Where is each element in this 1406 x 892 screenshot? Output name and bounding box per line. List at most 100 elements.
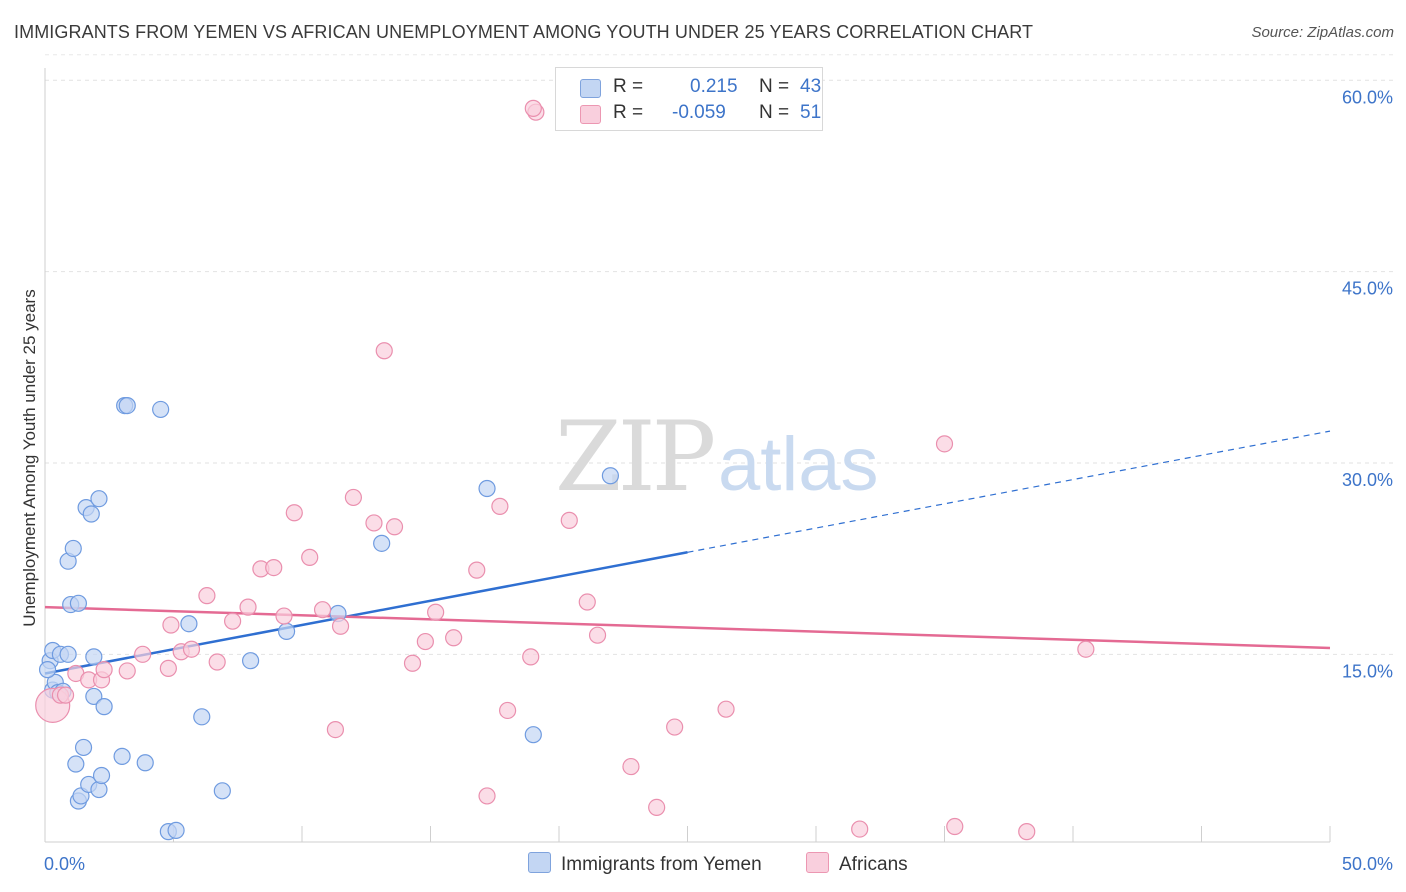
africans-point [851,820,869,838]
label-layer: 15.0% 30.0% 45.0% 60.0% 0.0% 50.0% [44,87,1393,874]
africans-point [313,601,332,619]
bottom-legend-swatch-yemen [528,852,551,873]
yemen-point [74,738,93,757]
africans-point [1018,823,1036,841]
bottom-legend-yemen: Immigrants from Yemen [528,852,762,876]
africans-point [491,497,509,515]
bottom-legend-swatch-africans [806,852,829,873]
yemen-point [69,594,88,612]
yemen-point [524,726,542,744]
watermark-zip: ZIP [555,401,714,513]
africans-point [239,598,257,616]
africans-point [445,629,463,647]
bottom-legend-label-yemen: Immigrants from Yemen [561,854,762,875]
yemen-point [85,648,103,666]
x-tick-label-right: 50.0% [1342,854,1393,874]
yemen-point [90,780,108,799]
watermark-layer: ZIP atlas [555,401,879,513]
y-tick-label: 15.0% [1342,661,1393,681]
legend-r-label: R = [613,76,644,97]
yemen-point [95,698,113,716]
africans-point [182,640,201,658]
africans-point [265,558,283,577]
africans-point [946,817,964,836]
yemen-point [180,615,198,633]
africans-point [648,798,666,817]
africans-point [666,718,684,736]
yemen-point [64,539,82,558]
africans-trend-line [44,605,1331,650]
africans-point [326,720,345,739]
yemen-point [67,755,85,773]
y-tick-label: 30.0% [1342,470,1393,490]
watermark-atlas: atlas [718,422,879,507]
africans-point [331,617,350,635]
africans-point [208,653,226,671]
africans-point [198,587,216,605]
africans-point [285,504,303,522]
yemen-point [373,534,391,552]
yemen-point [85,687,103,706]
yemen-point [167,821,185,839]
yemen-point [113,747,131,765]
yemen-point [242,652,260,670]
y-tick-label: 60.0% [1342,87,1393,107]
africans-point [717,700,735,718]
yemen-point [213,782,231,800]
africans-point [118,662,136,680]
yemen-point [193,708,211,726]
africans-point [365,514,383,532]
africans-point [578,593,596,611]
bottom-legend-africans: Africans [806,852,908,876]
yemen-point [118,396,136,415]
yemen-point [152,400,170,419]
yemen-trend-line [44,551,688,675]
grid-layer [45,54,1393,655]
yemen-point [59,645,77,663]
y-tick-label: 45.0% [1342,279,1393,299]
yemen-trend-projection [687,430,1331,553]
yemen-point [92,766,111,785]
africans-point [95,661,113,679]
africans-point [385,518,404,536]
legend-n-label: N = [759,102,790,123]
correlation-legend: R = 0.215 N = 43 R = -0.059 N = 51 [555,67,823,131]
africans-point [224,612,242,630]
africans-point [468,561,486,579]
africans-point [588,626,607,644]
africans-point [524,99,542,117]
legend-r-label: R = [613,102,644,123]
yemen-point [82,505,100,523]
legend-r-value: -0.059 [672,102,726,123]
africans-point [162,616,180,634]
trend-layer [44,430,1331,675]
legend-swatch-africans [580,105,601,124]
africans-point [478,787,496,805]
africans-point [416,632,434,651]
yemen-point [601,467,620,485]
yemen-point [136,754,154,772]
africans-point [560,511,578,529]
africans-point [1077,640,1095,658]
africans-point [375,342,393,360]
yemen-point [478,479,496,498]
yemen-point [90,490,108,508]
source-label: Source: ZipAtlas.com [1251,24,1394,41]
africans-point [935,435,954,453]
africans-point [301,548,319,566]
africans-point [522,648,540,666]
points-layer [35,99,1095,841]
y-axis-label: Unemployment Among Youth under 25 years [20,289,39,627]
yemen-point [277,622,296,640]
africans-point [344,488,362,507]
legend-r-value: 0.215 [690,76,738,97]
africans-point [159,659,177,677]
africans-point [427,603,445,621]
africans-point [403,654,422,672]
x-tick-label-left: 0.0% [44,854,85,874]
africans-point [56,686,75,704]
africans-point [275,607,293,625]
africans-point [622,757,640,776]
africans-point [134,645,152,663]
